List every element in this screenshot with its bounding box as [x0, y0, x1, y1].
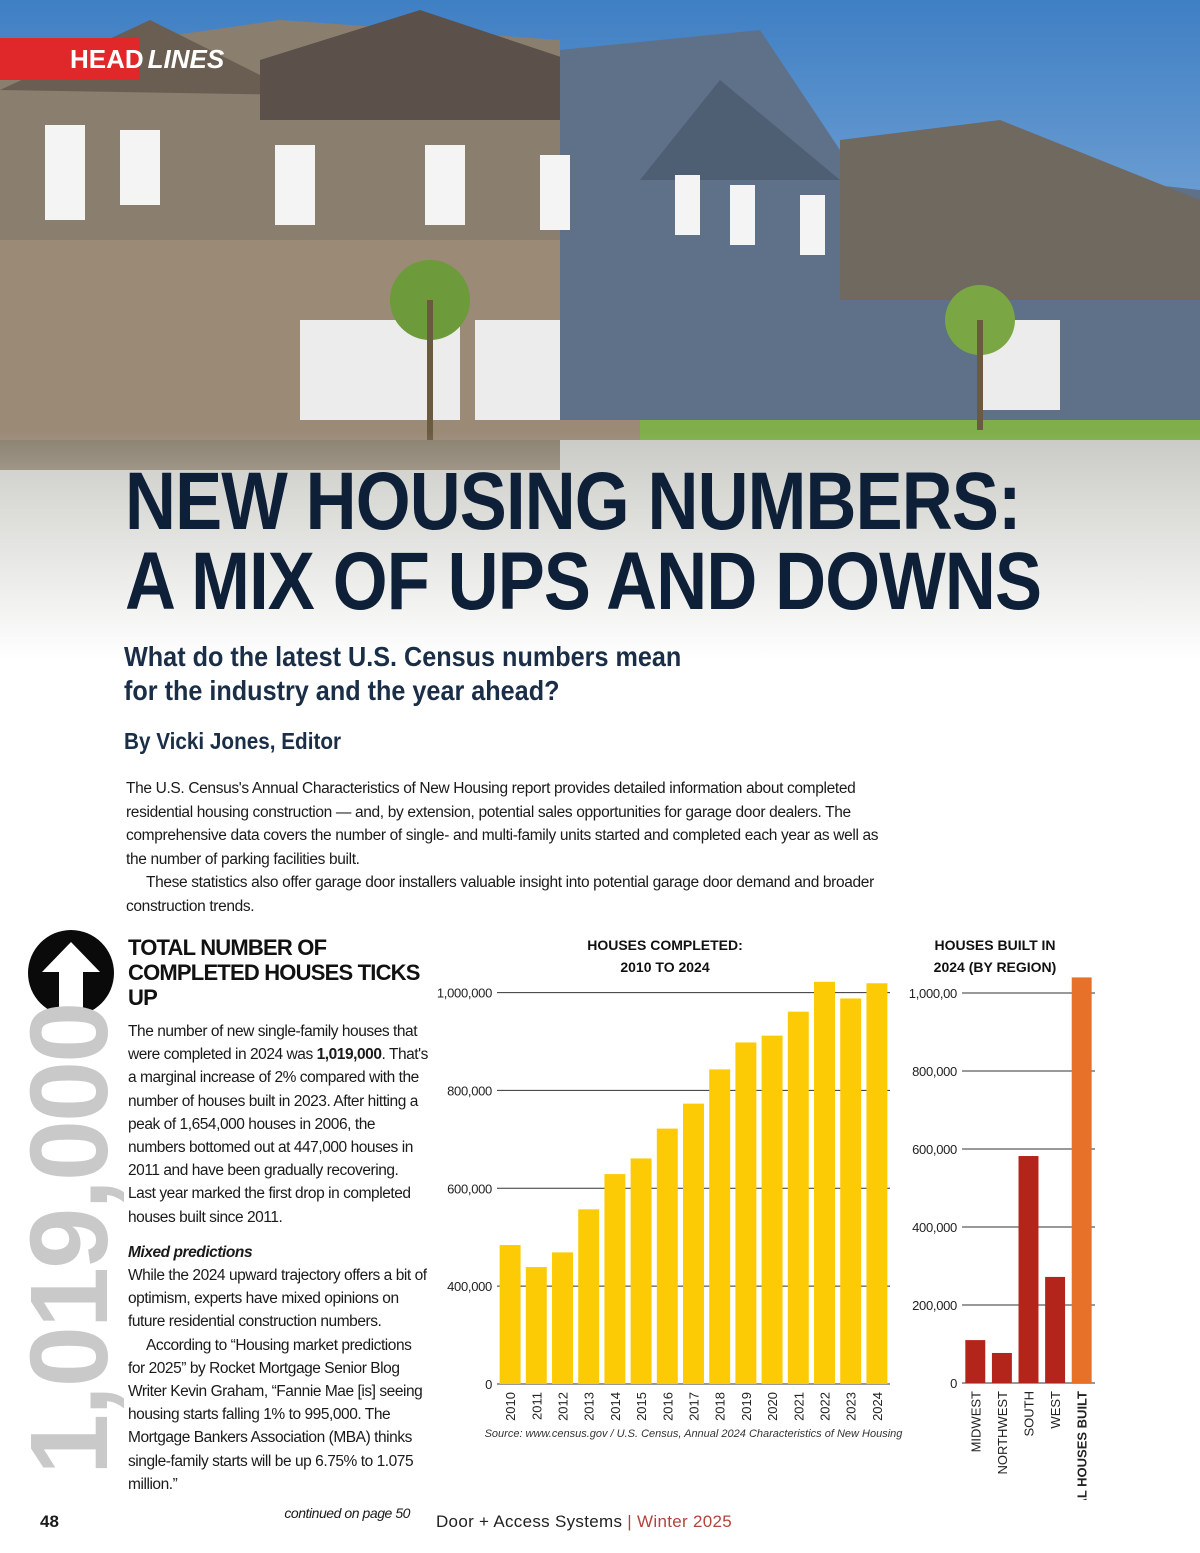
y-tick-label: 600,000	[447, 1181, 492, 1196]
issue: Winter 2025	[637, 1512, 733, 1531]
bar	[991, 1352, 1012, 1383]
headline: NEW HOUSING NUMBERS: A MIX OF UPS AND DO…	[125, 456, 1042, 627]
x-tick-label: 2014	[608, 1392, 623, 1421]
x-tick-label: 2021	[791, 1392, 806, 1421]
subheading: Mixed predictions	[128, 1243, 253, 1261]
article-column: TOTAL NUMBER OF COMPLETED HOUSES TICKS U…	[128, 935, 428, 1525]
x-tick-label: 2018	[713, 1392, 728, 1421]
x-tick-label: NORTHWEST	[995, 1391, 1010, 1475]
x-tick-label: 2023	[844, 1392, 859, 1421]
tag-left: HEAD	[70, 44, 144, 74]
x-tick-label: TOTAL HOUSES BUILT	[1075, 1391, 1090, 1500]
bar	[840, 998, 862, 1384]
footer: Door + Access Systems | Winter 2025	[0, 1512, 1168, 1532]
paragraph: The number of new single-family houses t…	[128, 1020, 428, 1229]
section-tag: HEAD LINES	[70, 44, 224, 75]
bar	[1045, 1276, 1066, 1383]
intro: The U.S. Census's Annual Characteristics…	[126, 777, 886, 918]
headline-line: A MIX OF UPS AND DOWNS	[125, 536, 1042, 627]
paragraph: The U.S. Census's Annual Characteristics…	[126, 780, 879, 868]
subtitle-line: What do the latest U.S. Census numbers m…	[124, 641, 682, 672]
x-tick-label: 2020	[765, 1392, 780, 1421]
bar	[814, 981, 835, 1384]
bar	[1071, 977, 1092, 1383]
bar	[965, 1340, 986, 1383]
x-tick-label: SOUTH	[1022, 1391, 1037, 1437]
bar	[683, 1103, 704, 1384]
separator: |	[627, 1512, 633, 1531]
byline: By Vicki Jones, Editor	[124, 728, 342, 754]
up-arrow-icon	[28, 930, 114, 1016]
bar	[552, 1252, 573, 1384]
bar	[761, 1035, 783, 1384]
bar	[630, 1158, 652, 1384]
bar	[525, 1267, 547, 1384]
subtitle: What do the latest U.S. Census numbers m…	[124, 640, 681, 708]
section-heading: TOTAL NUMBER OF COMPLETED HOUSES TICKS U…	[128, 935, 420, 1010]
bar	[1018, 1156, 1039, 1383]
page-number: 48	[40, 1512, 59, 1531]
bar	[709, 1069, 731, 1384]
x-tick-label: 2019	[739, 1392, 754, 1421]
text: The number of new single-family houses t…	[128, 1023, 418, 1064]
bar	[604, 1174, 626, 1384]
section-tag-bg	[0, 38, 140, 80]
subtitle-line: for the industry and the year ahead?	[124, 675, 560, 706]
bar	[787, 1011, 809, 1384]
y-tick-label: 0	[485, 1377, 492, 1392]
headline-line: NEW HOUSING NUMBERS:	[125, 456, 1021, 547]
x-tick-label: 2013	[582, 1392, 597, 1421]
paragraph: According to “Housing market predictions…	[128, 1336, 423, 1493]
bar	[578, 1209, 600, 1384]
continued-note: continued on page 50	[284, 1505, 410, 1522]
paragraph: These statistics also offer garage door …	[126, 874, 874, 915]
chart-title: HOUSES BUILT IN 2024 (BY REGION)	[933, 937, 1057, 975]
x-tick-label: 2016	[660, 1392, 675, 1421]
x-tick-label: 2015	[634, 1392, 649, 1421]
bar	[866, 983, 888, 1384]
y-tick-label: 800,000	[912, 1064, 957, 1079]
tag-right: LINES	[147, 44, 225, 74]
x-tick-label: 2010	[503, 1392, 518, 1421]
x-tick-label: 2012	[556, 1392, 571, 1421]
y-tick-label: 400,000	[447, 1279, 492, 1294]
text-bold: 1,019,000	[316, 1046, 382, 1064]
paragraph: While the 2024 upward trajectory offers …	[128, 1267, 427, 1331]
bar	[499, 1245, 521, 1384]
x-tick-label: WEST	[1048, 1391, 1063, 1429]
text: . That's a marginal increase of 2% compa…	[128, 1046, 428, 1226]
x-tick-label: 2022	[818, 1392, 833, 1421]
y-tick-label: 800,000	[447, 1083, 492, 1098]
y-tick-label: 400,000	[912, 1220, 957, 1235]
y-tick-label: 600,000	[912, 1142, 957, 1157]
publication: Door + Access Systems	[435, 1512, 623, 1531]
y-tick-label: 1,000,000	[437, 986, 492, 1001]
y-tick-label: 200,000	[912, 1298, 957, 1313]
bar	[656, 1128, 678, 1384]
chart-source: Source: www.census.gov / U.S. Census, An…	[485, 1428, 904, 1440]
x-tick-label: 2024	[870, 1392, 885, 1421]
chart-title: HOUSES COMPLETED: 2010 TO 2024	[587, 937, 743, 975]
x-tick-label: MIDWEST	[968, 1391, 983, 1452]
x-tick-label: 2017	[687, 1392, 702, 1421]
y-tick-label: 1,000,00	[909, 986, 957, 1001]
bar	[735, 1042, 757, 1384]
y-tick-label: 0	[950, 1376, 957, 1391]
x-tick-label: 2011	[529, 1392, 544, 1420]
